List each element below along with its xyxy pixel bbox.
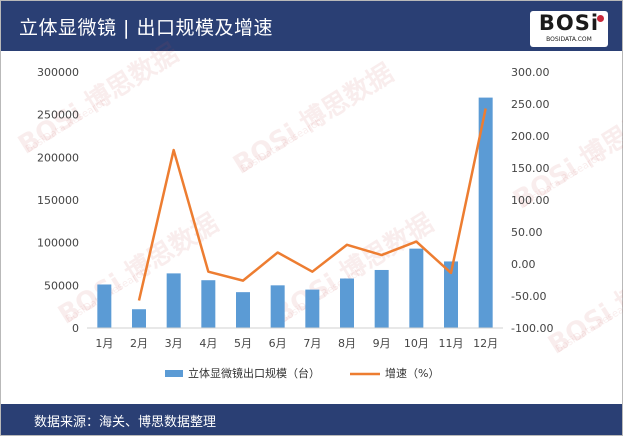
bar [478,97,493,328]
left-tick-label: 200000 [37,151,79,164]
footer-bar: 数据来源：海关、博思数据整理 [1,404,622,435]
legend-line-label: 增速（%） [385,366,439,380]
x-tick-label: 1月 [95,337,113,350]
x-tick-label: 6月 [269,337,287,350]
bar [97,284,112,328]
x-tick-label: 3月 [165,337,183,350]
x-tick-label: 7月 [303,337,321,350]
right-tick-label: 150.00 [511,162,550,175]
line-series [137,108,487,301]
left-axis-ticks: 0 50000 100000 150000 200000 250000 300000 [37,66,79,335]
source-note: 数据来源：海关、博思数据整理 [34,415,217,430]
left-tick-label: 100000 [37,237,79,250]
bar [305,289,320,328]
x-tick-label: 9月 [373,337,391,350]
bar [409,248,424,328]
logo-text: BOSi [538,11,600,35]
bar [132,309,146,328]
bar [201,280,216,328]
right-axis-ticks: -100.00 -50.00 0.00 50.00 100.00 150.00 200.00… [511,66,553,335]
right-tick-label: 250.00 [511,98,550,111]
bar-series [97,97,493,328]
x-tick-label: 10月 [404,337,429,350]
bar [374,269,389,328]
right-tick-label: 300.00 [511,66,550,79]
x-tick-label: 8月 [338,337,356,350]
x-tick-label: 5月 [234,337,252,350]
left-tick-label: 0 [72,322,79,335]
page-title: 立体显微镜 | 出口规模及增速 [19,17,273,39]
brand-logo: BOSi BOSIDATA.COM [530,11,608,47]
header-bar: 立体显微镜 | 出口规模及增速 BOSi BOSIDATA.COM [1,1,622,51]
x-tick-label: 11月 [439,337,464,350]
left-tick-label: 300000 [37,66,79,79]
left-tick-label: 150000 [37,194,79,207]
bar [444,261,458,328]
bar [270,285,285,328]
logo-dot-icon [597,15,604,22]
right-tick-label: -50.00 [511,290,546,303]
right-tick-label: 50.00 [511,226,543,239]
left-tick-label: 250000 [37,109,79,122]
x-axis-labels: 1月 2月 3月 4月 5月 6月 7月 8月 9月 10月 11月 12月 [95,337,498,350]
bar [166,273,181,328]
x-tick-label: 2月 [130,337,148,350]
x-tick-label: 12月 [473,337,498,350]
legend-bar-label: 立体显微镜出口规模（台） [188,366,320,380]
bar [340,278,354,328]
legend-bar-swatch [165,370,183,377]
right-tick-label: 100.00 [511,194,550,207]
left-tick-label: 50000 [44,279,79,292]
bar [236,292,250,328]
right-tick-label: 0.00 [511,258,536,271]
logo-subtext: BOSIDATA.COM [546,36,592,43]
x-tick-label: 4月 [199,337,217,350]
right-tick-label: 200.00 [511,130,550,143]
combo-chart: 0 50000 100000 150000 200000 250000 300000 -10… [37,66,553,380]
legend: 立体显微镜出口规模（台） 增速（%） [165,366,439,380]
right-tick-label: -100.00 [511,322,553,335]
